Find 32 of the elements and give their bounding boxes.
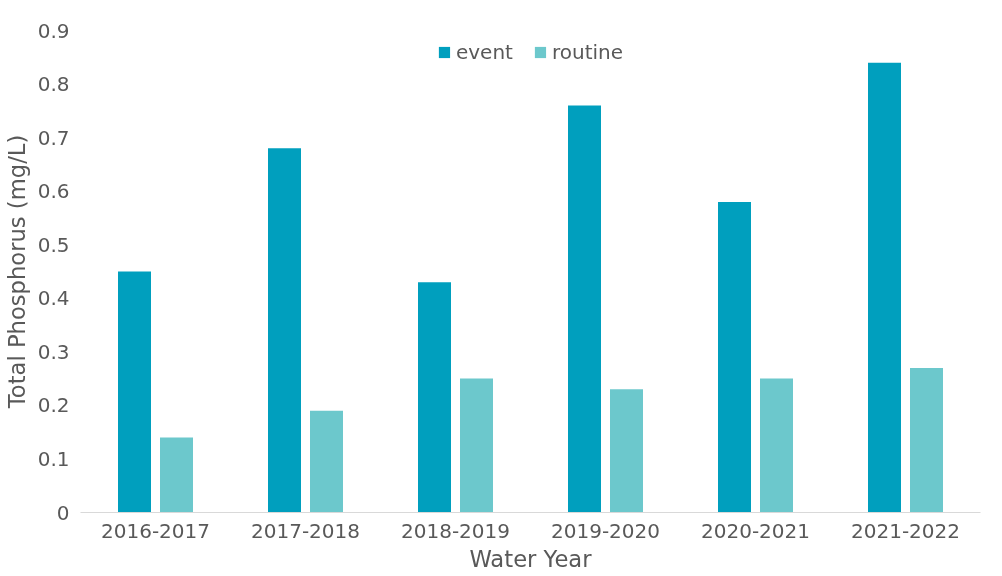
x-tick-label: 2016-2017 — [100, 518, 211, 543]
x-tick-label: 2017-2018 — [250, 518, 361, 543]
legend-label: routine — [551, 40, 624, 64]
bar — [460, 378, 493, 513]
y-tick-label: 0.6 — [37, 179, 70, 204]
y-tick-label: 0.3 — [37, 339, 70, 364]
y-tick-label: 0.5 — [37, 232, 70, 257]
y-tick-label: 0.1 — [37, 446, 70, 471]
x-axis-title: Water Year — [469, 545, 593, 572]
bar — [568, 105, 601, 513]
y-tick-label: 0.2 — [37, 393, 70, 418]
bar — [868, 62, 901, 513]
bar — [268, 148, 301, 513]
y-tick-label: 0 — [56, 500, 70, 525]
bar — [718, 201, 751, 513]
bar — [160, 437, 193, 513]
bar — [310, 410, 343, 513]
y-tick-label: 0.7 — [37, 125, 70, 150]
bar — [760, 378, 793, 513]
bar — [118, 271, 151, 513]
y-tick-label: 0.8 — [37, 72, 70, 97]
x-tick-label: 2018-2019 — [400, 518, 511, 543]
bar — [610, 389, 643, 513]
y-axis-title: Total Phosphorus (mg/L) — [3, 134, 30, 410]
x-tick-label: 2019-2020 — [550, 518, 661, 543]
y-tick-label: 0.9 — [37, 18, 70, 43]
legend-label: event — [455, 40, 513, 64]
bar — [418, 282, 451, 513]
x-tick-label: 2020-2021 — [700, 518, 811, 543]
x-tick-label: 2021-2022 — [850, 518, 961, 543]
bar — [910, 367, 943, 513]
y-tick-label: 0.4 — [37, 286, 70, 311]
